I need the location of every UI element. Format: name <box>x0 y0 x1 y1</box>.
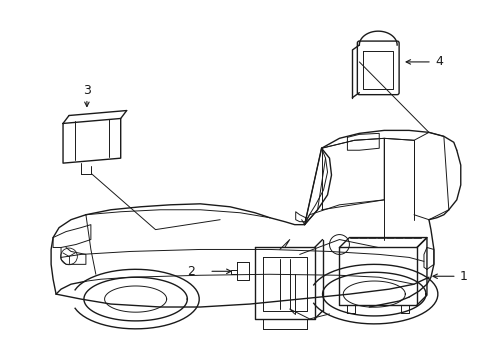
Text: 2: 2 <box>187 265 195 278</box>
Text: 4: 4 <box>434 55 442 68</box>
Text: 1: 1 <box>459 270 467 283</box>
Text: 3: 3 <box>83 84 91 97</box>
